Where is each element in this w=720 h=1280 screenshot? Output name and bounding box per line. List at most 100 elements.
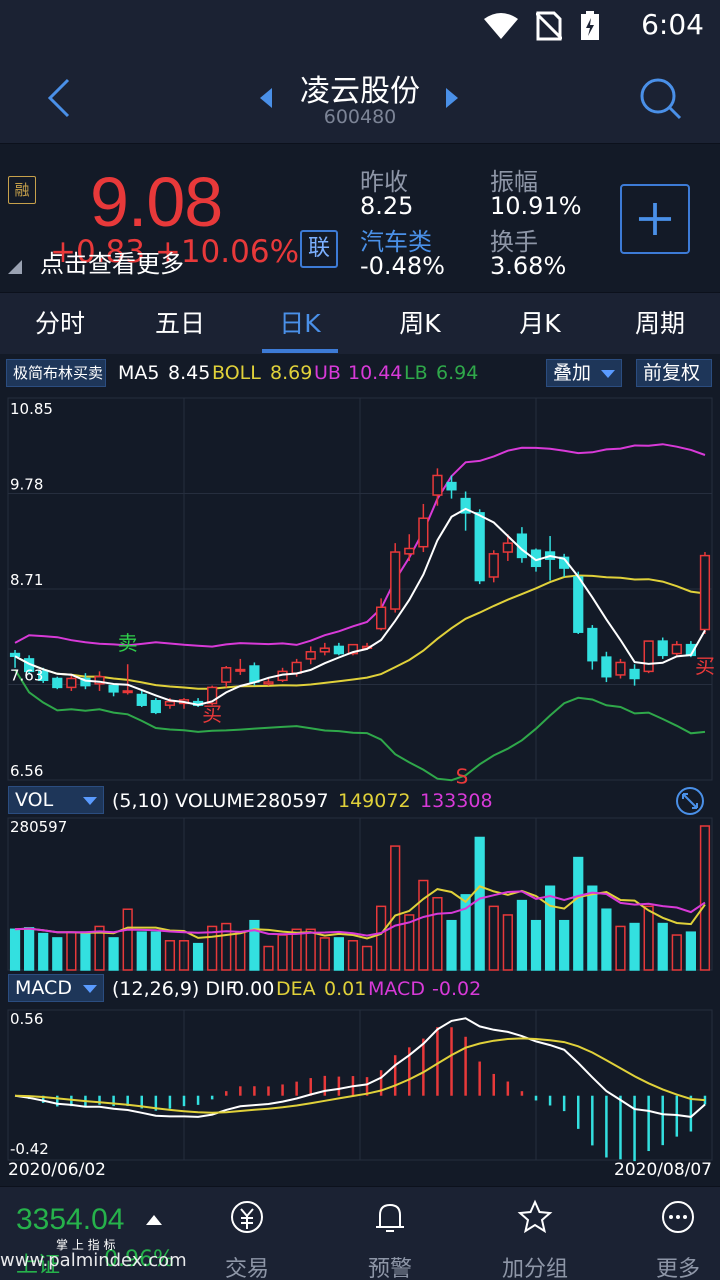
indicator-selector[interactable]: 极简布林买卖	[6, 359, 106, 387]
more-dots-icon	[662, 1201, 694, 1233]
lb-value: 6.94	[436, 362, 479, 384]
price-tick-label: 9.78	[10, 476, 43, 494]
nav-add-group-label: 加分组	[501, 1257, 568, 1280]
buy-signal: 买	[695, 654, 715, 678]
ma5-line	[14, 507, 706, 706]
upper-band-line	[14, 443, 706, 648]
overlay-button[interactable]: 叠加	[546, 359, 622, 387]
nav-alert-label: 预警	[367, 1257, 412, 1280]
tab-daily-k[interactable]: 日K	[279, 309, 321, 338]
stock-name: 凌云股份	[300, 74, 420, 109]
next-stock-icon[interactable]	[444, 88, 460, 108]
volume-bar	[601, 908, 612, 971]
volume-bar	[80, 931, 91, 971]
tab-monthly-k[interactable]: 月K	[519, 309, 561, 338]
volume-bar	[66, 931, 77, 971]
price-adjust-button[interactable]: 前复权	[636, 359, 712, 387]
watermark-small: 掌 上 指 标	[56, 1238, 116, 1252]
volume-bar	[178, 940, 190, 971]
volume-bar	[108, 937, 119, 971]
nav-alert[interactable]: 预警	[340, 1187, 440, 1280]
yuan-cycle-icon	[231, 1201, 263, 1233]
candle-body	[9, 652, 21, 657]
volume-bar	[347, 940, 359, 971]
price-tick-label: 8.71	[10, 571, 43, 589]
candle-body	[390, 551, 401, 610]
volume-bar	[615, 925, 626, 971]
add-watchlist-button[interactable]	[620, 184, 690, 254]
volume-bar	[516, 899, 528, 971]
dea-line	[14, 1037, 706, 1114]
candle-body	[108, 684, 119, 693]
fullscreen-icon[interactable]	[674, 786, 706, 816]
tab-period[interactable]: 周期	[634, 309, 685, 338]
clock: 6:04	[641, 8, 704, 41]
candle-body	[643, 640, 654, 673]
candle-body	[671, 643, 682, 655]
volume-selector[interactable]: VOL	[8, 786, 104, 814]
index-expand-icon[interactable]	[146, 1215, 162, 1225]
nav-trade-label: 交易	[224, 1257, 269, 1280]
candle-body	[221, 667, 232, 683]
candle-body	[699, 554, 711, 631]
tab-five-day[interactable]: 五日	[154, 309, 205, 338]
volume-bar	[192, 942, 204, 971]
volume-bar	[502, 914, 513, 971]
chevron-down-icon	[83, 797, 97, 805]
overlay-label: 叠加	[553, 362, 592, 384]
prev-stock-icon[interactable]	[258, 88, 274, 108]
volume-bar	[432, 896, 443, 971]
buy-signal: 买	[202, 702, 222, 726]
tab-weekly-k[interactable]: 周K	[399, 309, 441, 338]
macd-selector-label: MACD	[15, 977, 72, 999]
candle-body	[291, 661, 302, 674]
turnover-value: 3.68%	[490, 252, 567, 280]
linked-button[interactable]: 联	[300, 230, 338, 268]
volume-bar	[559, 919, 570, 971]
margin-badge: 融	[8, 176, 36, 204]
macd-max-label: 0.56	[10, 1010, 43, 1028]
volume-bar	[38, 932, 49, 971]
candle-body	[122, 690, 133, 694]
star-icon	[517, 1199, 553, 1234]
candle-body	[460, 497, 471, 514]
macd-label: MACD	[368, 978, 425, 1000]
status-icons	[484, 10, 600, 42]
nav-add-group[interactable]: 加分组	[485, 1187, 585, 1280]
more-info-link[interactable]: 点击查看更多	[40, 250, 184, 278]
boll-mid-line	[14, 574, 706, 690]
index-percent: 0.96%	[104, 1247, 174, 1272]
kline-chart[interactable]: 卖买 S 买 10.85 9.78 8.71 7.63 6.56 280597 0.56 -0.42	[0, 390, 720, 1190]
candle-body	[94, 675, 105, 685]
nav-more-label: 更多	[655, 1257, 700, 1280]
volume-bar	[657, 922, 668, 971]
bell-icon	[376, 1203, 404, 1232]
candle-body	[80, 677, 91, 687]
search-icon[interactable]	[636, 74, 684, 122]
macd-selector[interactable]: MACD	[8, 974, 104, 1002]
last-price: 9.08	[90, 163, 223, 241]
main-indicator-row: 极简布林买卖 MA5 8.45 BOLL 8.69 UB 10.44 LB 6.…	[0, 356, 720, 390]
volume-bar	[277, 934, 288, 971]
volume-bar	[418, 879, 429, 971]
nav-trade[interactable]: 交易	[197, 1187, 297, 1280]
index-value[interactable]: 3354.04	[16, 1203, 125, 1236]
candle-body	[587, 627, 598, 662]
battery-charging-icon	[581, 11, 599, 40]
lower-band-line	[14, 669, 706, 782]
active-tab-indicator	[262, 349, 338, 353]
volume-selector-label: VOL	[15, 789, 54, 811]
volume-ma10-line	[14, 890, 706, 937]
tab-intraday[interactable]: 分时	[34, 309, 85, 338]
nav-more[interactable]: 更多	[628, 1187, 720, 1280]
sector-link[interactable]: 汽车类	[360, 228, 432, 256]
candle-body	[66, 677, 77, 689]
volume-bar	[263, 945, 274, 971]
volume-bar	[629, 922, 640, 971]
back-arrow-icon[interactable]	[40, 74, 80, 122]
price-change: +0.83 +10.06%	[50, 234, 300, 270]
candle-body	[150, 700, 161, 714]
amplitude-label: 振幅	[490, 168, 538, 196]
quote-panel: 融 9.08 +0.83 +10.06% 点击查看更多 联 昨收 8.25 汽车…	[0, 144, 720, 290]
volume-bar	[249, 919, 260, 971]
